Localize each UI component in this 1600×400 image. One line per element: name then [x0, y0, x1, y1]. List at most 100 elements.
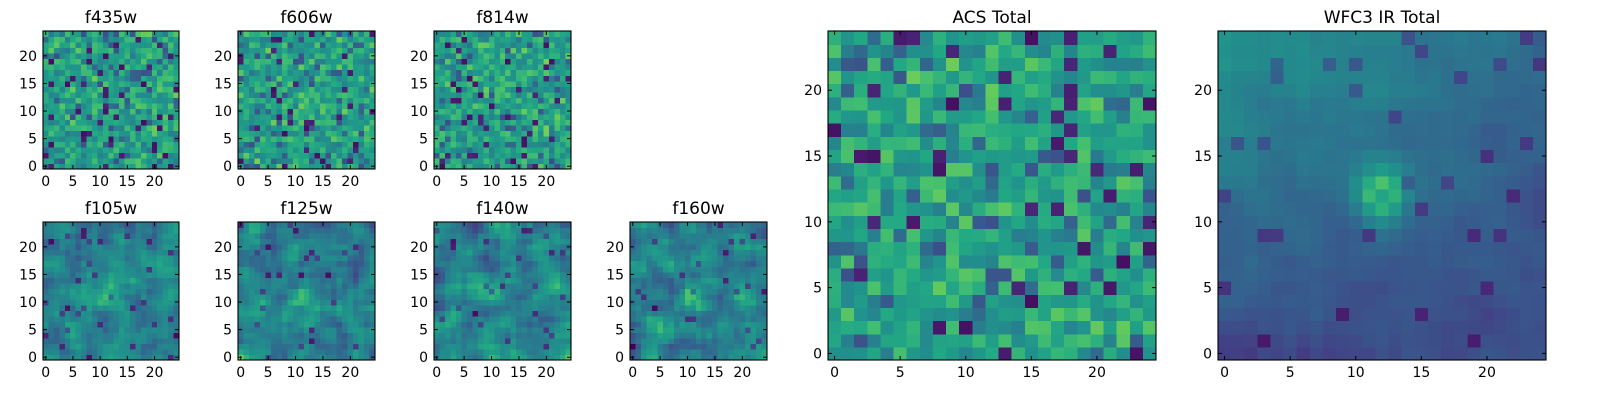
heatmap-cell: [527, 102, 534, 109]
heatmap-cell: [270, 53, 277, 60]
heatmap-cell: [717, 271, 724, 278]
heatmap-cell: [151, 80, 158, 87]
heatmap-cell: [353, 97, 360, 104]
heatmap-cell: [549, 163, 556, 170]
heatmap-cell: [303, 69, 310, 76]
heatmap-cell: [281, 244, 288, 251]
heatmap-cell: [472, 266, 479, 273]
heatmap-cell: [70, 343, 77, 350]
heatmap-cell: [314, 304, 321, 311]
heatmap-cell: [527, 288, 534, 295]
heatmap-cell: [543, 260, 550, 267]
heatmap-cell: [728, 227, 735, 234]
heatmap-cell: [538, 326, 545, 333]
heatmap-cell: [538, 348, 545, 356]
heatmap-cell: [108, 260, 115, 267]
heatmap-cell: [325, 69, 332, 76]
heatmap-cell: [538, 58, 545, 65]
heatmap-cell: [450, 124, 457, 131]
heatmap-cell: [717, 255, 724, 262]
heatmap-cell: [450, 36, 457, 43]
heatmap-cell: [97, 102, 104, 109]
heatmap-cell: [932, 320, 947, 335]
heatmap-cell: [854, 228, 868, 243]
heatmap-cell: [635, 299, 642, 306]
heatmap-cell: [102, 53, 109, 60]
heatmap-cell: [364, 277, 371, 284]
heatmap-cell: [450, 337, 457, 345]
heatmap-cell: [53, 97, 60, 104]
heatmap-cell: [298, 348, 305, 356]
heatmap-cell: [549, 310, 556, 317]
heatmap-cell: [516, 293, 523, 300]
heatmap-cell: [972, 175, 987, 190]
heatmap-cell: [532, 238, 539, 245]
heatmap-cell: [135, 222, 142, 229]
heatmap-cell: [331, 91, 338, 98]
heatmap-cell: [113, 271, 120, 278]
heatmap-cell: [336, 233, 343, 240]
heatmap-cell: [549, 113, 556, 120]
heatmap-cell: [959, 241, 973, 256]
heatmap-cell: [358, 80, 365, 87]
heatmap-cell: [505, 348, 512, 356]
heatmap-cell: [168, 53, 175, 60]
heatmap-cell: [668, 343, 675, 350]
heatmap-cell: [70, 86, 77, 93]
heatmap-cell: [292, 227, 299, 234]
heatmap-cell: [97, 97, 104, 104]
heatmap-cell: [695, 277, 702, 284]
heatmap-cell: [510, 277, 517, 284]
heatmap-cell: [369, 277, 376, 284]
heatmap-cell: [369, 288, 376, 295]
heatmap-cell: [265, 304, 272, 311]
heatmap-cell: [477, 113, 484, 120]
heatmap-cell: [146, 227, 153, 234]
heatmap-cell: [549, 69, 556, 76]
heatmap-cell: [1064, 254, 1078, 269]
heatmap-cell: [499, 141, 506, 148]
heatmap-cell: [549, 260, 556, 267]
heatmap-cell: [739, 326, 746, 333]
heatmap-cell: [867, 294, 882, 308]
heatmap-cell: [140, 146, 147, 154]
heatmap-cell: [554, 244, 561, 251]
heatmap-cell: [281, 304, 288, 311]
heatmap-cell: [461, 348, 468, 356]
y-tick-label: 10: [410, 295, 428, 311]
heatmap-cell: [168, 113, 175, 120]
heatmap-cell: [113, 113, 120, 120]
heatmap-cell: [336, 42, 343, 49]
heatmap-cell: [314, 271, 321, 278]
heatmap-cell: [130, 260, 137, 267]
heatmap-cell: [331, 97, 338, 104]
heatmap-cell: [162, 36, 169, 43]
heatmap-cell: [287, 75, 294, 82]
heatmap-cell: [243, 146, 250, 154]
heatmap-cell: [483, 321, 490, 328]
heatmap-cell: [532, 86, 539, 93]
heatmap-cell: [347, 53, 354, 60]
heatmap-cell: [140, 80, 147, 87]
heatmap-cell: [298, 47, 305, 54]
heatmap-cell: [483, 86, 490, 93]
heatmap-cell: [538, 75, 545, 82]
heatmap-cell: [43, 69, 50, 76]
heatmap-cell: [265, 152, 272, 159]
heatmap-cell: [81, 53, 88, 60]
heatmap-cell: [477, 260, 484, 267]
heatmap-cell: [64, 141, 71, 148]
heatmap-cell: [657, 227, 664, 234]
heatmap-cell: [635, 332, 642, 339]
heatmap-cell: [444, 238, 452, 245]
heatmap-cell: [119, 332, 126, 339]
heatmap-cell: [549, 315, 556, 322]
heatmap-cell: [81, 157, 88, 165]
heatmap-cell: [932, 333, 947, 348]
heatmap-cell: [450, 64, 457, 71]
heatmap-cell: [527, 326, 534, 333]
heatmap-cell: [243, 42, 250, 49]
heatmap-cell: [157, 348, 164, 356]
heatmap-cell: [248, 97, 256, 104]
heatmap-cell: [64, 233, 71, 240]
